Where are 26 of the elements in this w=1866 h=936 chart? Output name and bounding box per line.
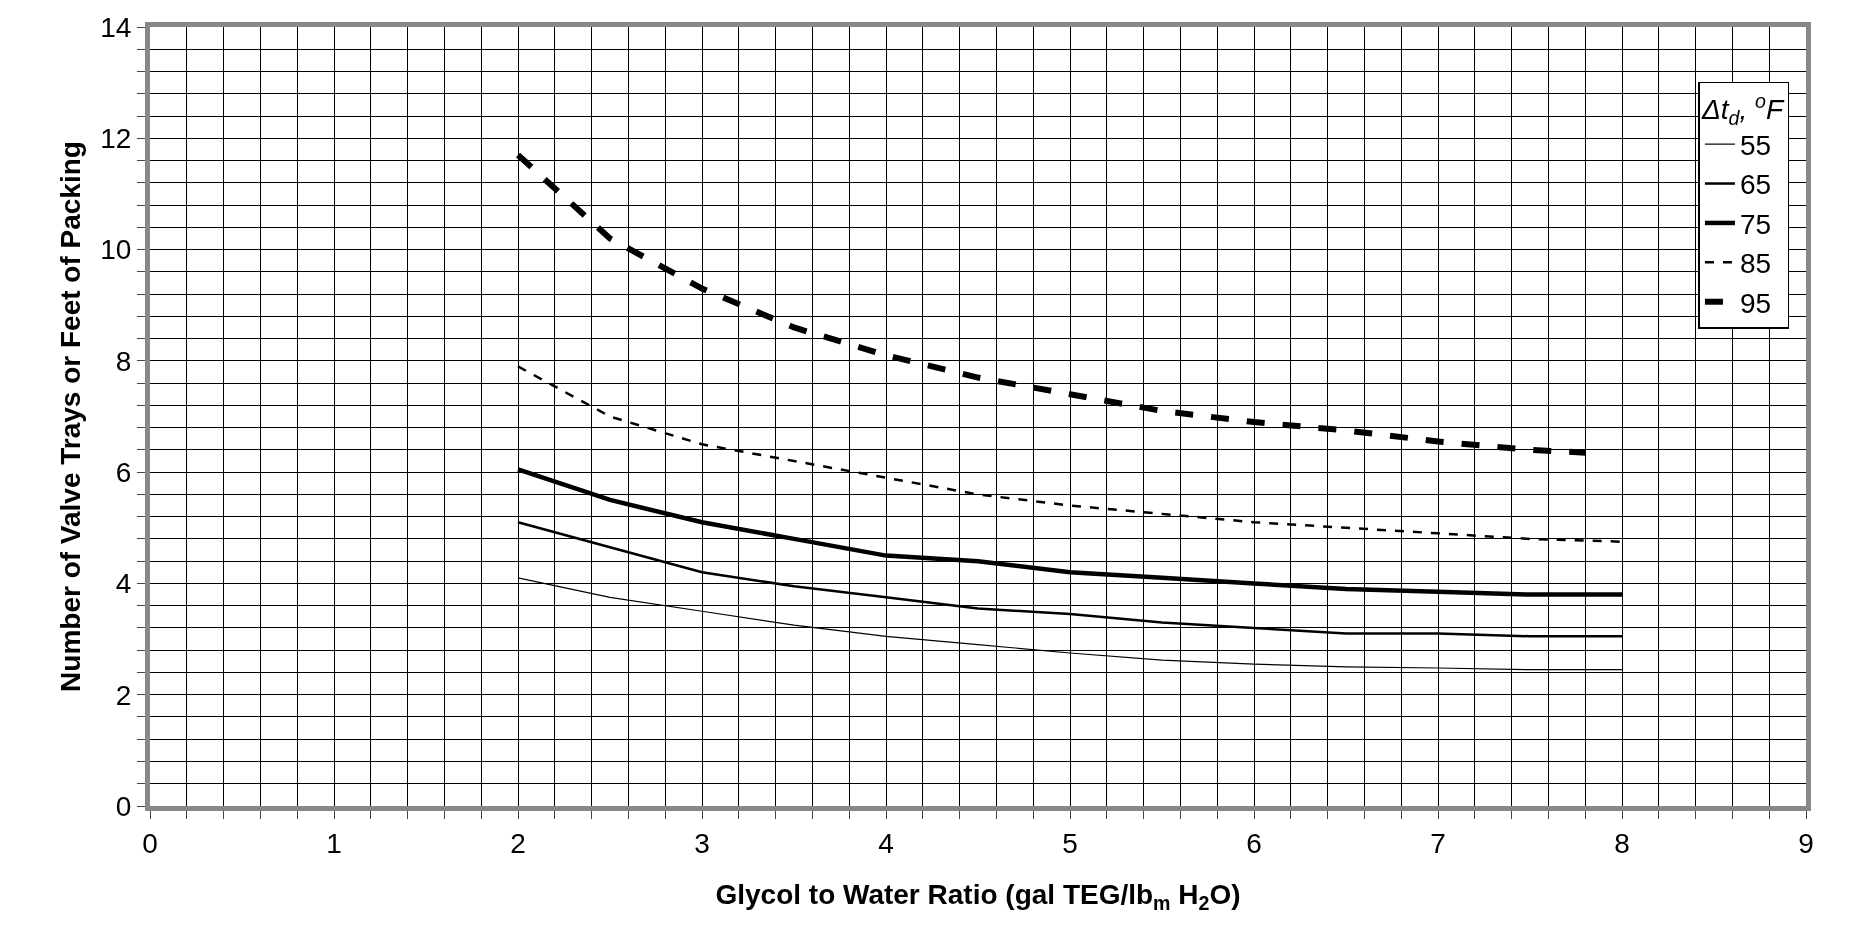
x-tick-label: 6 <box>1246 827 1262 859</box>
legend-label: 65 <box>1739 169 1772 201</box>
y-tick-label: 2 <box>115 679 132 711</box>
y-tick-label: 10 <box>100 234 132 266</box>
x-tick-label: 2 <box>510 827 526 859</box>
x-tick-label: 4 <box>878 827 894 859</box>
x-axis-title: Glycol to Water Ratio (gal TEG/lb$_{m}$ H$_{2}$O) <box>715 879 1241 914</box>
y-tick-label: 14 <box>100 11 132 43</box>
legend-label: 75 <box>1739 208 1772 240</box>
y-tick-label: 4 <box>115 568 132 600</box>
y-tick-label: 6 <box>115 456 132 488</box>
legend-label: 95 <box>1739 287 1772 319</box>
x-tick-label: 1 <box>326 827 342 859</box>
legend-label: 85 <box>1739 248 1772 280</box>
y-axis-title: Number of Valve Trays or Feet of Packing <box>55 141 86 692</box>
x-tick-label: 5 <box>1062 827 1078 859</box>
x-tick-label: 8 <box>1614 827 1630 859</box>
x-tick-label: 3 <box>694 827 710 859</box>
legend-title: Δt$_{d}$, $^{o}$F <box>1700 89 1785 130</box>
y-tick-label: 12 <box>100 123 132 155</box>
x-tick-label: 0 <box>142 827 158 859</box>
legend-label: 55 <box>1739 130 1772 162</box>
x-tick-label: 7 <box>1430 827 1446 859</box>
x-tick-label: 9 <box>1798 827 1814 859</box>
y-tick-label: 8 <box>115 345 132 377</box>
y-tick-label: 0 <box>115 790 132 822</box>
